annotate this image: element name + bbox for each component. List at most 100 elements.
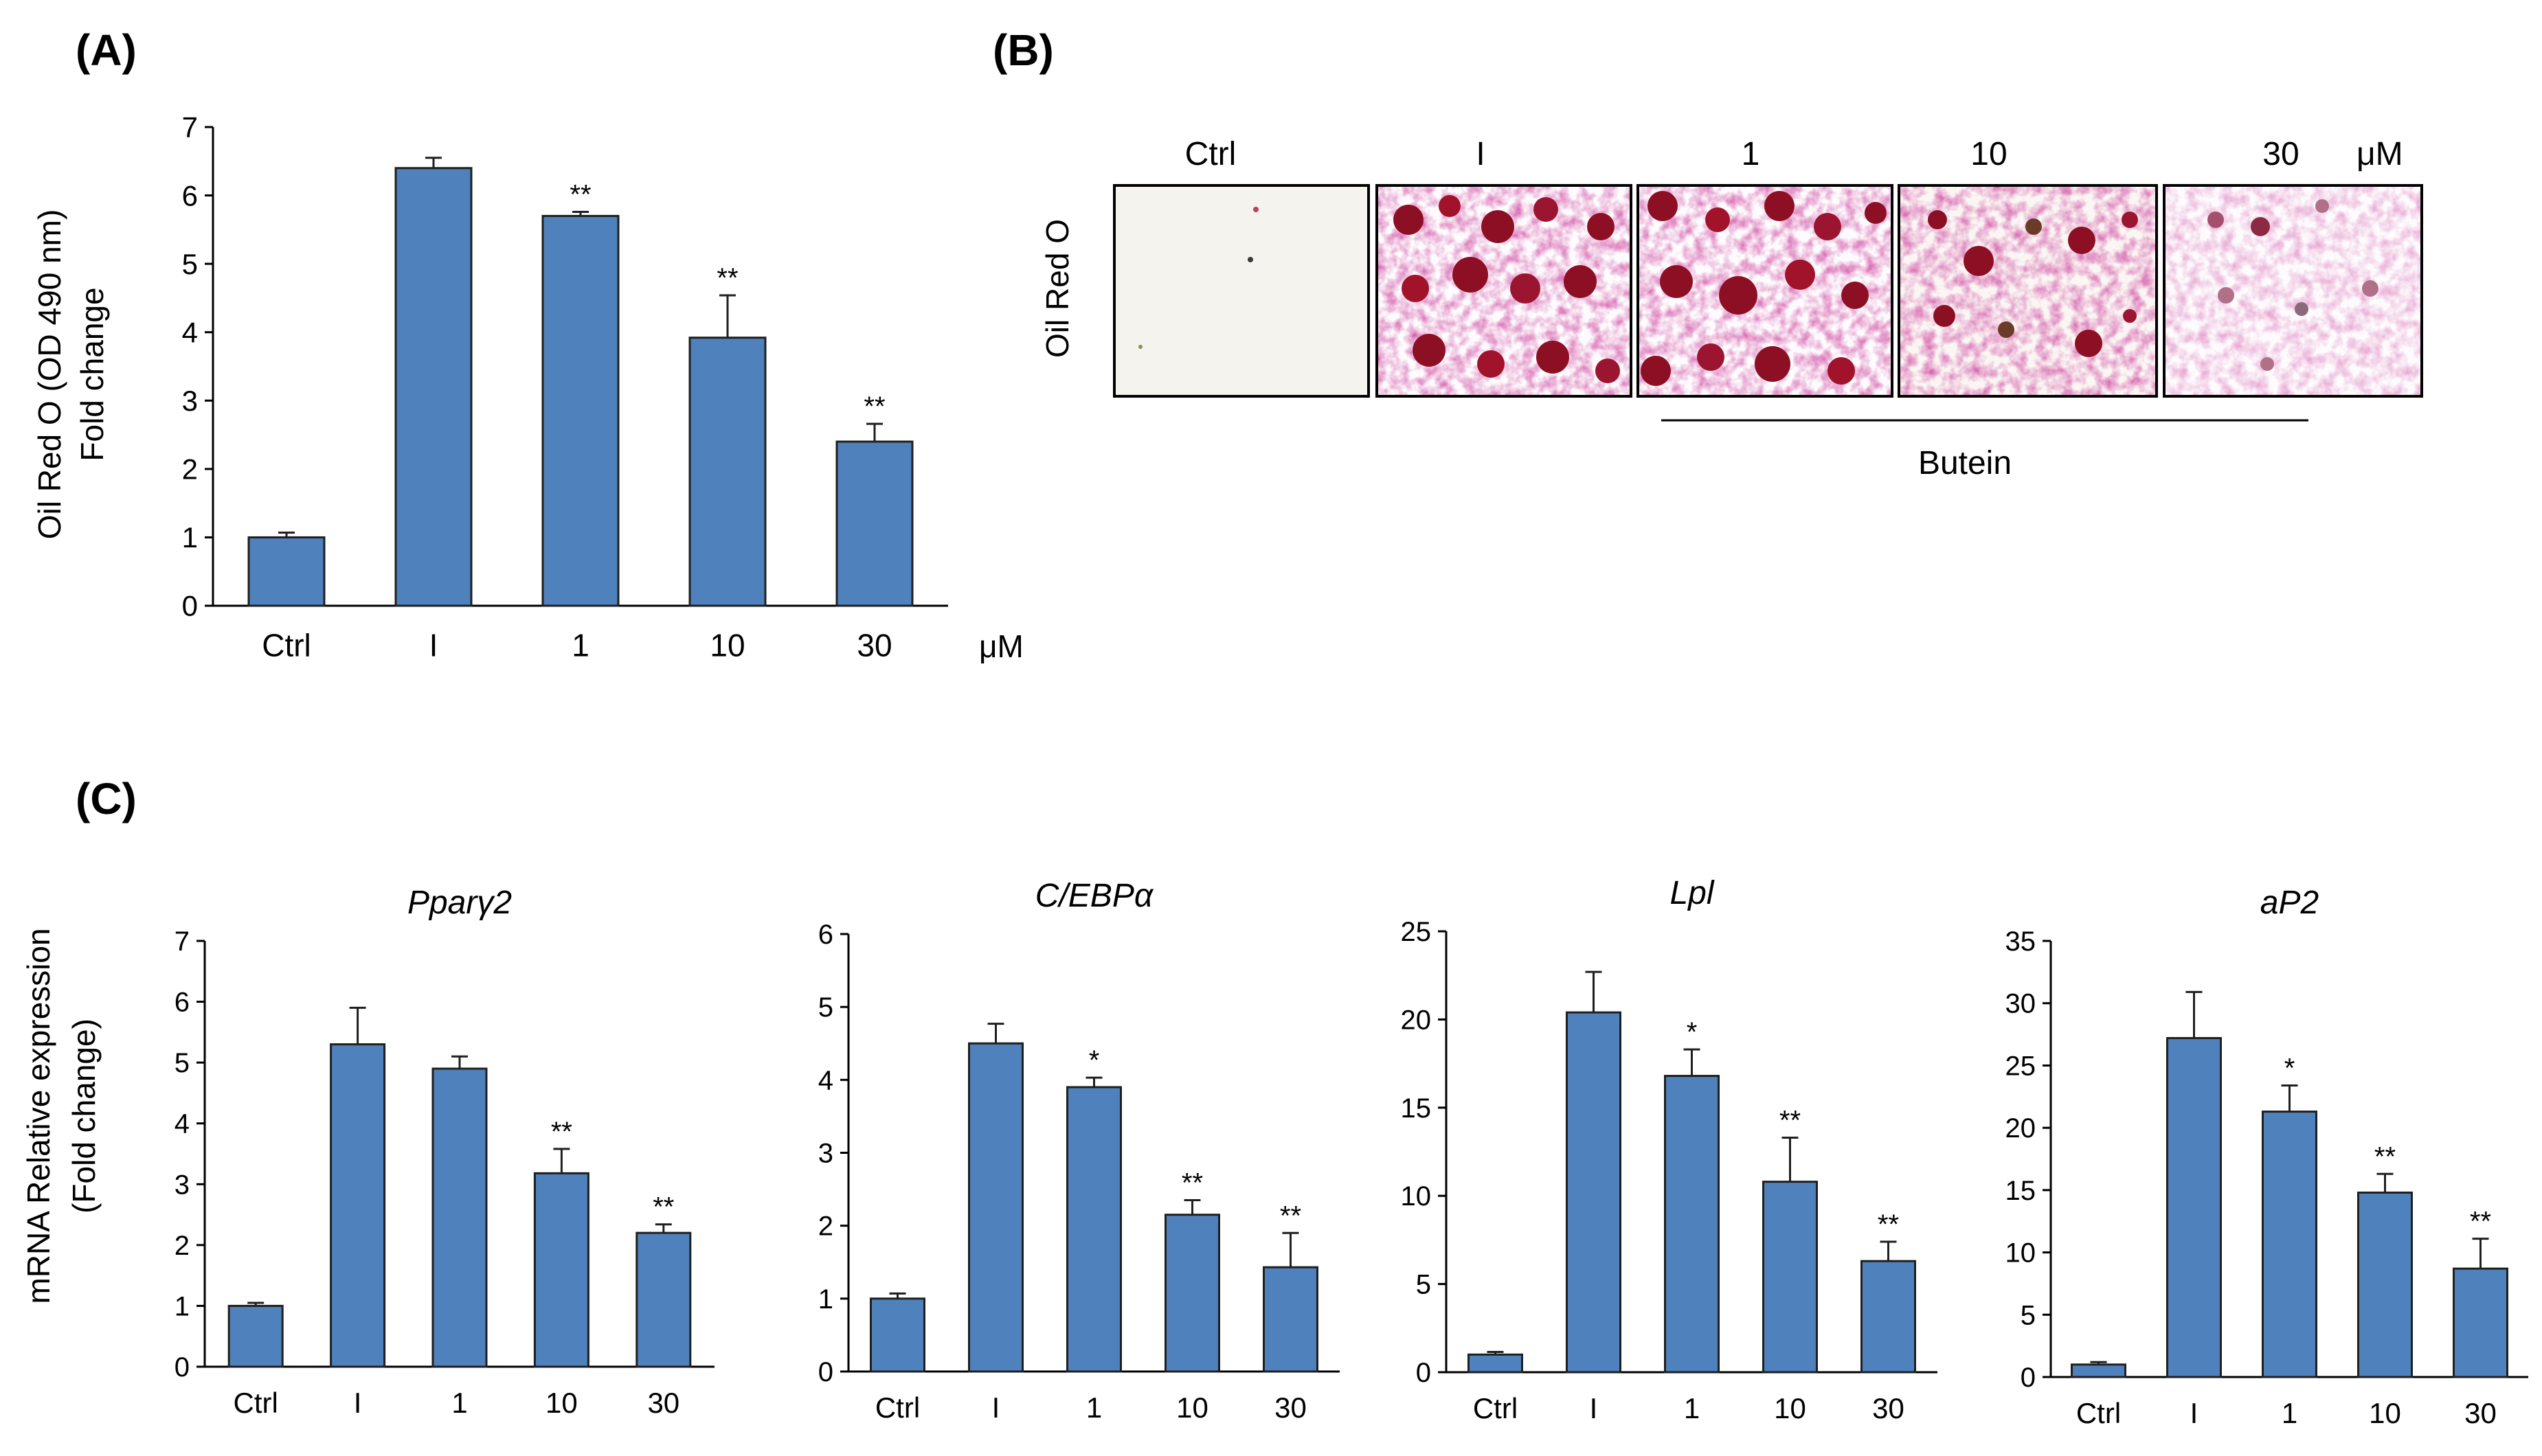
c4-ytick-label: 10 — [2005, 1238, 2036, 1269]
c1-category-label: Ctrl — [234, 1387, 278, 1419]
c2-category-label: Ctrl — [875, 1391, 920, 1424]
c3-ytick-label: 10 — [1401, 1181, 1432, 1212]
c1-category-label: 30 — [647, 1387, 679, 1419]
c1-bar — [431, 1067, 488, 1368]
a-bar — [835, 440, 914, 607]
chart-c3: 0 5 10 15 20 25 Ctrl I * 1 ** 10 ** 30 Lpl — [1401, 875, 1937, 1424]
c2-ytick-label: 1 — [818, 1284, 833, 1315]
c3-ytick-label: 20 — [1401, 1005, 1432, 1035]
c4-category-label: Ctrl — [2076, 1397, 2121, 1429]
micrograph-label-10: 10 — [1970, 136, 2007, 172]
micrograph-label-ctrl: Ctrl — [1185, 136, 1237, 172]
c1-ytick-label: 5 — [175, 1048, 190, 1078]
c4-bar — [2166, 1037, 2222, 1378]
c4-ytick-label: 15 — [2005, 1176, 2036, 1206]
panel-label-b: (B) — [993, 25, 1054, 75]
chart-c2: 0 1 2 3 4 5 6 Ctrl I * 1 ** 10 ** 30 C/EBPα — [818, 878, 1340, 1424]
a-category-label: 30 — [857, 628, 892, 663]
c3-significance: * — [1687, 1017, 1698, 1047]
c3-ytick-label: 25 — [1401, 917, 1432, 947]
c3-bar — [1762, 1181, 1818, 1374]
a-significance: ** — [570, 179, 591, 209]
c1-significance: ** — [653, 1192, 674, 1222]
c4-significance: * — [2284, 1053, 2295, 1083]
c1-ytick-label: 6 — [175, 988, 190, 1018]
a-significance: ** — [864, 391, 885, 422]
micrograph-row-label: Oil Red O — [1039, 219, 1075, 358]
chart-a: Oil Red O (OD 490 nm) Fold change μM 0 1 2… — [32, 111, 1024, 664]
c4-category-label: 30 — [2464, 1397, 2497, 1429]
c4-bar — [2071, 1363, 2126, 1378]
chart-a-ylabel-line2: Fold change — [74, 287, 110, 461]
a-bar — [394, 167, 473, 607]
panel-label-a: (A) — [76, 25, 137, 75]
c1-bar — [636, 1231, 692, 1368]
c3-ytick-label: 5 — [1416, 1270, 1431, 1300]
a-significance: ** — [717, 263, 738, 293]
c2-significance: ** — [1280, 1201, 1301, 1231]
micrograph-i — [1375, 184, 1632, 398]
c3-category-label: I — [1590, 1392, 1598, 1424]
a-bar — [688, 337, 767, 607]
c2-category-label: 10 — [1176, 1391, 1208, 1424]
c2-bar — [1263, 1266, 1318, 1373]
c4-bar — [2453, 1267, 2508, 1378]
c2-ytick-label: 0 — [818, 1357, 833, 1387]
a-ytick-label: 6 — [182, 179, 198, 212]
c3-category-label: 1 — [1684, 1392, 1700, 1424]
micrograph-1 — [1636, 184, 1893, 398]
c4-bar — [2357, 1191, 2413, 1378]
a-category-label: Ctrl — [262, 628, 311, 663]
micrograph-unit: μM — [2357, 136, 2403, 172]
c2-ytick-label: 5 — [818, 992, 833, 1023]
c3-category-label: 30 — [1872, 1392, 1904, 1424]
c1-ytick-label: 7 — [175, 926, 190, 957]
chart-c-ylabel-line1: mRNA Relative expression — [21, 928, 56, 1304]
c4-ytick-label: 35 — [2005, 926, 2036, 957]
c2-category-label: 1 — [1086, 1391, 1102, 1424]
c4-category-label: I — [2190, 1397, 2198, 1429]
c1-ytick-label: 4 — [175, 1109, 190, 1139]
c2-bar — [870, 1297, 925, 1373]
c3-category-label: 10 — [1774, 1392, 1806, 1424]
c1-ytick-label: 2 — [175, 1231, 190, 1261]
butein-label: Butein — [1918, 445, 2012, 481]
c2-ytick-label: 3 — [818, 1139, 833, 1169]
c2-bar — [1066, 1086, 1122, 1373]
c4-ytick-label: 5 — [2021, 1300, 2036, 1330]
c1-category-label: 10 — [545, 1387, 578, 1419]
a-ytick-label: 0 — [182, 590, 198, 622]
c2-bar — [968, 1042, 1024, 1373]
a-category-label: I — [429, 628, 438, 663]
c3-bar — [1664, 1075, 1720, 1374]
c4-significance: ** — [2470, 1207, 2491, 1237]
a-bar — [541, 214, 620, 607]
a-ytick-label: 1 — [182, 521, 198, 554]
c3-ytick-label: 0 — [1416, 1358, 1431, 1388]
c1-ytick-label: 0 — [175, 1352, 190, 1383]
c3-ytick-label: 15 — [1401, 1093, 1432, 1124]
c1-bar — [227, 1304, 284, 1368]
c1-bar — [330, 1043, 386, 1368]
c4-significance: ** — [2374, 1141, 2396, 1172]
c4-ytick-label: 0 — [2021, 1363, 2036, 1393]
a-category-label: 1 — [572, 628, 589, 663]
c1-bar — [533, 1172, 589, 1368]
micrograph-ctrl — [1113, 184, 1370, 398]
a-ytick-label: 7 — [182, 111, 198, 144]
a-category-label: 10 — [710, 628, 745, 663]
panel-label-c: (C) — [76, 774, 137, 823]
c3-category-label: Ctrl — [1473, 1392, 1518, 1424]
chart-a-ylabel-line1: Oil Red O (OD 490 nm) — [32, 209, 67, 540]
c2-ytick-label: 4 — [818, 1065, 833, 1095]
c4-ytick-label: 25 — [2005, 1051, 2036, 1081]
panel-b-micrographs: Ctrl I 1 10 30 μM Oil Red O — [1039, 136, 2423, 481]
chart-c1: mRNA Relative expression (Fold change) 0… — [21, 885, 715, 1419]
micrograph-label-30: 30 — [2262, 136, 2299, 172]
micrograph-30 — [2163, 184, 2423, 398]
c4-category-label: 10 — [2369, 1397, 2401, 1429]
c4-ytick-label: 20 — [2005, 1113, 2036, 1144]
c1-significance: ** — [551, 1117, 572, 1147]
c1-category-label: 1 — [451, 1387, 467, 1419]
a-bar — [247, 536, 326, 607]
